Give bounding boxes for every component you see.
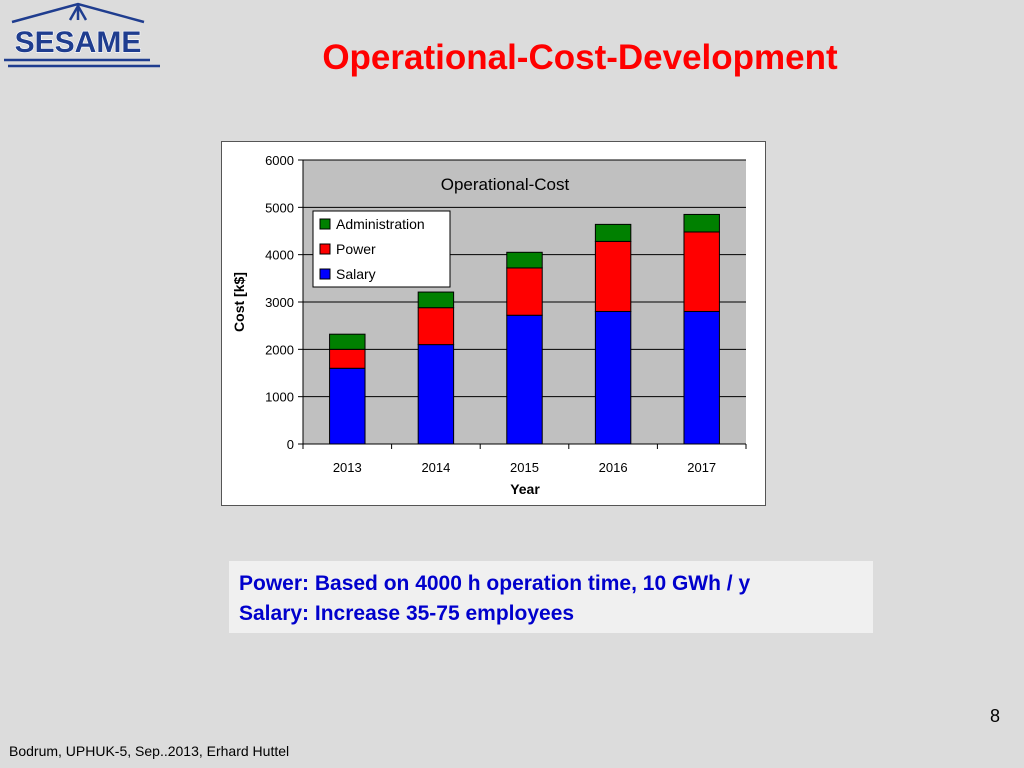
bar-salary-2016 bbox=[594, 310, 632, 445]
bar-administration-2015 bbox=[506, 251, 543, 269]
bar-salary-2014 bbox=[417, 344, 455, 445]
x-tick-label: 2013 bbox=[333, 460, 362, 475]
bar-salary-2015 bbox=[506, 314, 543, 445]
bar-administration-2014 bbox=[417, 291, 455, 309]
bar-salary-2017 bbox=[683, 310, 720, 445]
legend-label-salary: Salary bbox=[336, 266, 376, 282]
y-tick-label: 1000 bbox=[265, 390, 294, 405]
note-power: Power: Based on 4000 h operation time, 1… bbox=[239, 572, 751, 595]
y-tick-label: 0 bbox=[287, 437, 294, 452]
footer-text: Bodrum, UPHUK-5, Sep..2013, Erhard Hutte… bbox=[9, 743, 290, 759]
y-axis-label: Cost [k$] bbox=[231, 272, 247, 332]
chart-frame: 0 1000 2000 3000 4000 5000 6000 2013 2014 2015 20… bbox=[221, 141, 766, 506]
x-tick-label: 2016 bbox=[599, 460, 628, 475]
bar-power-2017 bbox=[683, 231, 720, 312]
x-axis-label: Year bbox=[510, 481, 540, 497]
y-tick-label: 3000 bbox=[265, 295, 294, 310]
chart-title: Operational-Cost bbox=[441, 175, 570, 194]
y-tick-label: 6000 bbox=[265, 153, 294, 168]
y-tick-label: 5000 bbox=[265, 200, 294, 215]
x-tick-label: 2015 bbox=[510, 460, 539, 475]
bar-salary-2013 bbox=[329, 367, 366, 445]
sesame-logo: SESAME bbox=[4, 2, 160, 68]
logo-emblem bbox=[4, 2, 160, 68]
legend: Administration Power Salary bbox=[312, 210, 451, 288]
legend-swatch-power bbox=[319, 243, 331, 255]
bar-administration-2013 bbox=[329, 333, 366, 350]
y-tick-label: 4000 bbox=[265, 248, 294, 263]
legend-label-administration: Administration bbox=[336, 216, 425, 232]
note-salary: Salary: Increase 35-75 employees bbox=[239, 602, 575, 625]
x-tick-labels: 2013 2014 2015 2016 2017 bbox=[302, 444, 747, 475]
y-tick-labels: 0 1000 2000 3000 4000 5000 6000 bbox=[265, 153, 294, 452]
bar-power-2015 bbox=[506, 267, 543, 316]
bar-administration-2016 bbox=[594, 223, 632, 242]
bars bbox=[329, 213, 720, 445]
bar-power-2013 bbox=[329, 348, 366, 369]
bar-administration-2017 bbox=[683, 213, 720, 233]
bar-power-2014 bbox=[417, 307, 455, 346]
bar-power-2016 bbox=[594, 240, 632, 312]
slide-title: Operational-Cost-Development bbox=[322, 38, 838, 77]
x-tick-label: 2017 bbox=[687, 460, 716, 475]
x-tick-label: 2014 bbox=[421, 460, 450, 475]
legend-swatch-salary bbox=[319, 268, 331, 280]
y-tick-label: 2000 bbox=[265, 342, 294, 357]
legend-label-power: Power bbox=[336, 241, 376, 257]
logo-text: SESAME bbox=[15, 26, 142, 59]
legend-swatch-administration bbox=[319, 218, 331, 230]
legend-box bbox=[312, 210, 451, 288]
page-number: 8 bbox=[989, 706, 1000, 726]
notes-box: Power: Based on 4000 h operation time, 1… bbox=[229, 561, 873, 633]
